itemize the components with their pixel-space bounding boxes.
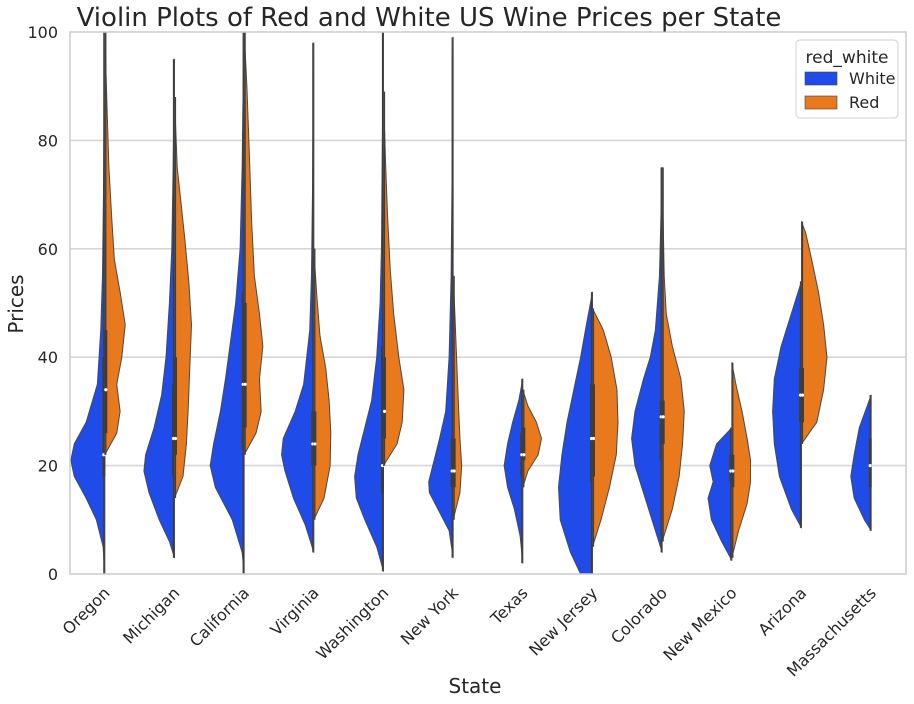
median-red-michigan	[173, 436, 178, 441]
gridlines	[70, 139, 906, 467]
y-axis-label: Prices	[4, 274, 28, 333]
median-red-new-york	[452, 469, 456, 473]
violin-white-virginia	[281, 42, 315, 553]
violin-red-new-jersey	[592, 307, 619, 548]
y-tick-labels: 0 20 40 60 80 100	[27, 23, 58, 584]
violin-white-arizona	[772, 280, 802, 529]
median-red-texas	[522, 453, 526, 457]
median-red-arizona	[800, 393, 805, 397]
median-red-oregon	[104, 388, 108, 392]
median-red-washington	[382, 409, 387, 413]
legend-swatch-red	[804, 95, 838, 110]
violin-white-new-jersey	[558, 291, 593, 575]
violin-white-massachusetts	[850, 394, 872, 532]
legend-title: red_white	[806, 48, 889, 68]
y-tick-label-80: 80	[38, 131, 58, 150]
y-tick-label-60: 60	[38, 240, 58, 259]
violin-white-new-york	[428, 36, 454, 559]
violin-red-michigan	[174, 96, 192, 499]
y-tick-label-100: 100	[27, 23, 58, 42]
violin-red-colorado	[661, 167, 685, 542]
y-tick-label-40: 40	[38, 348, 58, 367]
chart-title: Violin Plots of Red and White US Wine Pr…	[77, 3, 782, 33]
median-red-new-mexico	[731, 469, 735, 473]
legend: red_white White Red	[795, 39, 899, 119]
median-red-california	[243, 382, 247, 386]
violin-white-texas	[503, 378, 524, 564]
y-tick-label-20: 20	[38, 457, 58, 476]
median-red-virginia	[313, 442, 317, 446]
legend-label-red: Red	[849, 93, 879, 112]
x-axis-label: State	[449, 674, 502, 698]
violins	[70, 31, 872, 575]
plot-frame	[69, 31, 907, 575]
violin-red-arizona	[801, 221, 828, 445]
median-red-colorado	[661, 415, 665, 419]
legend-swatch-white	[804, 71, 838, 86]
violin-red-texas	[522, 389, 543, 488]
median-red-new-jersey	[591, 436, 596, 441]
violin-red-new-mexico	[731, 362, 752, 559]
y-tick-label-0: 0	[48, 565, 58, 584]
legend-label-white: White	[849, 69, 896, 88]
median-white-massachusetts	[868, 464, 872, 468]
violin-red-virginia	[313, 248, 332, 521]
